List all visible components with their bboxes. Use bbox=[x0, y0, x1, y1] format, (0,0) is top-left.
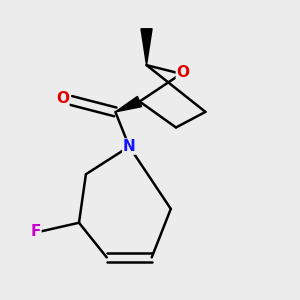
Text: O: O bbox=[176, 64, 189, 80]
Polygon shape bbox=[116, 96, 142, 112]
Text: N: N bbox=[123, 139, 136, 154]
Polygon shape bbox=[141, 29, 152, 65]
Text: F: F bbox=[31, 224, 41, 239]
Text: O: O bbox=[56, 91, 69, 106]
